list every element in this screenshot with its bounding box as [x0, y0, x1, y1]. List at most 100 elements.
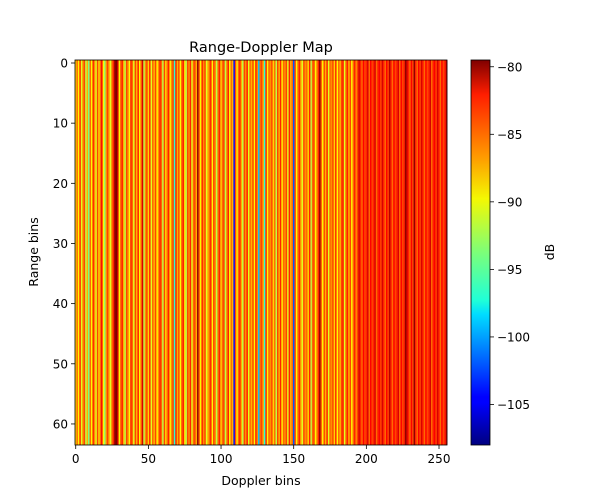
x-tick-label: 150	[282, 452, 305, 466]
heatmap-cell	[313, 60, 316, 445]
heatmap-cell	[133, 60, 135, 445]
heatmap-cell	[383, 60, 385, 445]
heatmap-cell	[290, 60, 292, 445]
heatmap-cell	[176, 60, 179, 445]
heatmap-cell	[96, 60, 99, 445]
heatmap-cell	[345, 60, 348, 445]
heatmap-cell	[165, 60, 167, 445]
heatmap-cell	[384, 60, 387, 445]
colorbar-tick-label: −105	[497, 398, 530, 412]
heatmap-cell	[380, 60, 382, 445]
heatmap-cell	[263, 60, 266, 445]
heatmap-cell	[419, 60, 422, 445]
heatmap-cell	[220, 60, 223, 445]
heatmap-cell	[369, 60, 372, 445]
heatmap-cell	[229, 60, 231, 445]
heatmap-cell	[201, 60, 204, 445]
heatmap-cell	[230, 60, 233, 445]
heatmap-cell	[128, 60, 131, 445]
heatmap-cell	[428, 60, 430, 445]
heatmap-cell	[205, 60, 208, 445]
heatmap-cell	[338, 60, 340, 445]
heatmap-cell	[276, 60, 279, 445]
heatmap-cell	[393, 60, 396, 445]
heatmap-cell	[183, 60, 186, 445]
heatmap-cell	[188, 60, 191, 445]
y-tick-label: 40	[53, 297, 68, 311]
heatmap-cell	[329, 60, 332, 445]
heatmap-cell	[141, 60, 144, 445]
plot-frame	[74, 59, 448, 446]
heatmap-cell	[294, 60, 297, 445]
heatmap-cell	[92, 60, 95, 445]
heatmap-cell	[361, 60, 364, 445]
heatmap-cell	[365, 60, 368, 445]
heatmap-cell	[317, 60, 320, 445]
heatmap-cell	[444, 60, 446, 445]
heatmap-cell	[433, 60, 436, 445]
heatmap-cell	[105, 60, 108, 445]
heatmap-cell	[403, 60, 406, 445]
heatmap-cell	[102, 60, 105, 445]
heatmap-cell	[178, 60, 180, 445]
heatmap-cell	[381, 60, 384, 445]
heatmap-cell	[262, 60, 265, 445]
heatmap-cell	[112, 60, 115, 445]
heatmap-cell	[144, 60, 147, 445]
heatmap-cell	[410, 60, 413, 445]
heatmap-cell	[114, 60, 117, 445]
heatmap-cell	[195, 60, 198, 445]
heatmap-cell	[250, 60, 253, 445]
heatmap-cell	[316, 60, 319, 445]
heatmap-cell	[404, 60, 407, 445]
x-tick-label: 50	[141, 452, 156, 466]
heatmap-cell	[89, 60, 92, 445]
heatmap-cell	[266, 60, 269, 445]
heatmap-cell	[335, 60, 337, 445]
y-tick-label: 30	[53, 237, 68, 251]
heatmap-cell	[362, 60, 365, 445]
heatmap-cell	[420, 60, 423, 445]
heatmap-cell	[354, 60, 356, 445]
heatmap-cell	[436, 60, 439, 445]
heatmap-cell	[223, 60, 226, 445]
colorbar	[470, 59, 491, 446]
heatmap-cell	[217, 60, 220, 445]
heatmap-cell	[249, 60, 252, 445]
heatmap-cell	[298, 60, 301, 445]
heatmap-cell	[118, 60, 121, 445]
heatmap-cell	[320, 60, 323, 445]
heatmap-cell	[168, 60, 170, 445]
heatmap-cell	[308, 60, 311, 445]
x-tick-label: 200	[355, 452, 378, 466]
heatmap-cell	[327, 60, 330, 445]
y-axis-label: Range bins	[26, 217, 41, 286]
heatmap-cell	[88, 60, 90, 445]
heatmap-cell	[324, 60, 327, 445]
heatmap-cell	[375, 60, 378, 445]
heatmap-cell	[247, 60, 250, 445]
heatmap-cell	[156, 60, 159, 445]
heatmap-cell	[371, 60, 374, 445]
heatmap-cell	[163, 60, 166, 445]
heatmap-cell	[261, 60, 263, 445]
heatmap-cell	[131, 60, 134, 445]
y-axis-ticks: 0 10 20 30 40 50 60	[53, 57, 75, 431]
heatmap-cell	[275, 60, 278, 445]
heatmap-cell	[106, 60, 109, 445]
heatmap-cell	[303, 60, 305, 445]
heatmap-cell	[179, 60, 182, 445]
heatmap-cell	[323, 60, 326, 445]
y-tick-label: 50	[53, 357, 68, 371]
heatmap-cell	[342, 60, 345, 445]
heatmap-cell	[194, 60, 196, 445]
heatmap-cell	[85, 60, 87, 445]
x-tick-label: 100	[210, 452, 233, 466]
heatmap-cell	[374, 60, 377, 445]
heatmap-cell	[160, 60, 163, 445]
heatmap-cell	[339, 60, 342, 445]
heatmap-cell	[255, 60, 257, 445]
colorbar-tick-label: −100	[497, 330, 530, 344]
heatmap-cell	[237, 60, 240, 445]
heatmap-cell	[204, 60, 207, 445]
